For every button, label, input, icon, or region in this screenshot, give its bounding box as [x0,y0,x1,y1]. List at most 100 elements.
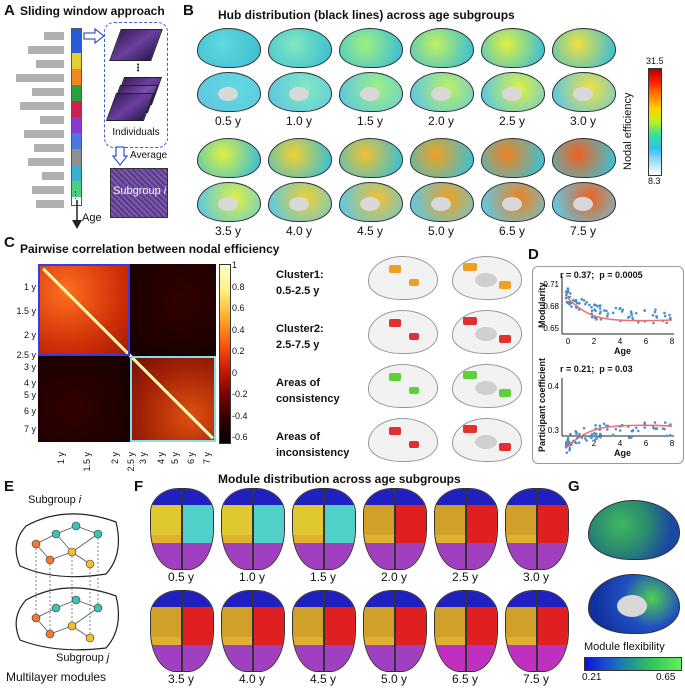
cluster-region [409,387,419,394]
panel-letter-b: B [183,2,194,19]
hub-brain-lateral [197,138,261,178]
hemisphere-divider [394,489,396,569]
heatmap-x-tick: 2.5 y [126,452,136,472]
corr-cb-tick: 0 [232,367,238,378]
pc-plot-point [665,434,668,438]
modularity-plot-x-tick: 8 [670,337,675,346]
heatmap-x-tick: 1 y [56,452,66,465]
hub-brain-medial [552,72,616,112]
cluster-brain-medial [452,418,522,462]
pc-plot-point [602,422,606,426]
cluster-region [499,335,511,343]
heatmap-x-tick: 2 y [110,452,120,465]
brain-core [475,435,497,449]
pc-plot-point [606,428,609,431]
heatmap-x-tick: 5 y [170,452,180,465]
hub-brain-medial [197,72,261,112]
cluster-brain-lateral [368,364,438,408]
module-region [253,505,284,543]
modularity-plot-point [602,309,606,312]
corr-cb-tick: 0.4 [232,324,245,335]
pc-plot-point [627,436,631,440]
hub-brain-medial [339,72,403,112]
modularity-plot-point [590,305,593,309]
hub-brain-lateral [268,28,332,68]
module-region [293,607,324,637]
module-age-label: 3.0 y [522,570,549,584]
hub-brain-medial [481,182,545,222]
module-region [182,607,213,645]
module-region [182,505,213,543]
module-age-label: 6.5 y [451,672,478,686]
panel-letter-d: D [528,246,539,263]
modularity-plot-x-tick: 6 [644,337,649,346]
hub-brain-lateral [268,138,332,178]
modularity-plot-point [606,314,609,318]
hub-age-label: 4.5 y [356,224,383,238]
modularity-plot-fit-line [565,295,673,322]
cluster-region [389,373,401,381]
module-region [222,505,253,535]
pc-plot-point [567,440,571,444]
module-region [435,505,466,535]
pc-plot-point [566,436,570,440]
pc-xlabel: Age [614,448,632,458]
modularity-plot-point [663,314,667,318]
cluster-brain-lateral [368,418,438,462]
hub-age-label: 1.5 y [356,114,383,128]
modularity-plot-point [580,298,584,301]
hub-brain-core [573,87,593,101]
hemisphere-divider [323,591,325,671]
cluster-region [463,371,477,379]
hemisphere-divider [536,591,538,671]
modularity-plot-point [618,307,621,311]
modularity-plot-point [570,305,573,308]
modularity-plot-point [598,307,602,310]
pc-plot-point [593,432,596,435]
pc-plot-x-tick: 4 [618,439,623,448]
panel-f-title: Module distribution across age subgroups [218,472,461,486]
modularity-plot-point [630,313,633,317]
heatmap-y-tick: 7 y [23,424,36,434]
module-brain [292,590,356,672]
module-brain [363,590,427,672]
cluster-label-line2: 0.5-2.5 y [276,285,320,297]
mod-xlabel: Age [614,346,632,356]
subgroup-label: Subgroup [113,185,161,197]
age-dots: ⋮ [71,190,80,200]
flex-brain-medial [588,574,680,634]
cluster-region [389,265,401,273]
cluster-region [409,279,419,286]
hub-age-label: 6.5 y [498,224,525,238]
cluster-label-line1: Areas of [276,431,321,443]
pc-plot-point [595,437,598,440]
pc-plot-point [634,426,638,430]
modularity-plot-point [585,300,588,304]
pc-plot-point [574,433,578,437]
panel-a-title: Sliding window approach [20,4,165,18]
module-region [506,505,537,535]
modularity-plot-point [643,309,647,312]
hub-age-label: 0.5 y [214,114,241,128]
pc-plot-point [594,423,597,427]
modularity-plot-point [605,309,608,313]
hub-age-label: 1.0 y [285,114,312,128]
modularity-plot-point [569,292,572,295]
mod-stats: r = 0.37; p = 0.0005 [560,270,643,280]
modularity-plot-point [665,321,668,325]
modularity-plot-x-tick: 0 [566,337,571,346]
heatmap-y-tick: 4 y [23,378,36,388]
module-brain [363,488,427,570]
module-age-label: 3.5 y [167,672,194,686]
modularity-plot-point [627,315,631,319]
cluster-brain-medial [452,310,522,354]
cluster1-outline [38,264,130,356]
pc-plot-point [653,421,657,424]
down-arrow-icon [112,146,128,166]
modularity-plot-point [631,316,634,319]
modularity-plot-point [614,306,618,310]
modularity-plot-point [655,316,659,319]
brain-core [475,381,497,395]
corr-colorbar [219,264,231,444]
